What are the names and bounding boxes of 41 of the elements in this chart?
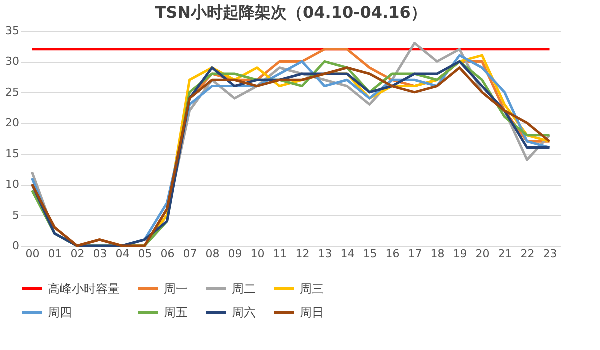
x-tick-label: 12 [296, 248, 310, 260]
x-tick-label: 22 [520, 248, 535, 260]
y-tick-label: 10 [6, 178, 20, 192]
legend-label: 周二 [232, 282, 256, 296]
x-tick-label: 19 [453, 248, 468, 260]
y-tick-label: 25 [6, 86, 20, 99]
x-tick-label: 03 [93, 248, 108, 260]
y-tick-label: 20 [6, 116, 20, 130]
x-tick-label: 15 [363, 248, 378, 260]
x-tick-label: 07 [183, 248, 198, 260]
chart-title: TSN小时起降架次（04.10-04.16） [155, 3, 427, 22]
y-tick-label: 35 [6, 24, 20, 38]
x-tick-label: 06 [160, 248, 175, 260]
y-tick-label: 5 [12, 208, 20, 222]
legend-label: 周四 [48, 306, 72, 320]
x-tick-label: 23 [543, 248, 558, 260]
x-tick-label: 17 [408, 248, 422, 260]
x-tick-label: 00 [26, 248, 40, 260]
legend-label: 周一 [164, 282, 188, 296]
x-tick-label: 11 [273, 248, 288, 260]
x-tick-label: 16 [386, 248, 400, 260]
x-tick-label: 09 [228, 248, 242, 260]
y-tick-label: 0 [12, 240, 20, 252]
x-tick-label: 05 [138, 248, 152, 260]
y-tick-label: 15 [6, 147, 20, 160]
legend-label: 周三 [300, 282, 324, 296]
y-tick-label: 30 [6, 55, 20, 68]
x-tick-label: 21 [498, 248, 512, 260]
x-tick-label: 01 [48, 248, 62, 260]
x-tick-label: 20 [476, 248, 490, 260]
x-tick-label: 18 [430, 248, 445, 260]
x-tick-label: 14 [340, 248, 355, 260]
x-tick-label: 10 [250, 248, 265, 260]
x-tick-label: 02 [70, 248, 85, 260]
legend-label: 周日 [300, 306, 324, 320]
legend-label: 周六 [232, 306, 256, 320]
legend-label: 高峰小时容量 [48, 282, 120, 296]
x-tick-label: 13 [318, 248, 332, 260]
legend-label: 周五 [164, 306, 188, 320]
x-tick-label: 08 [206, 248, 220, 260]
x-tick-label: 04 [116, 248, 130, 260]
